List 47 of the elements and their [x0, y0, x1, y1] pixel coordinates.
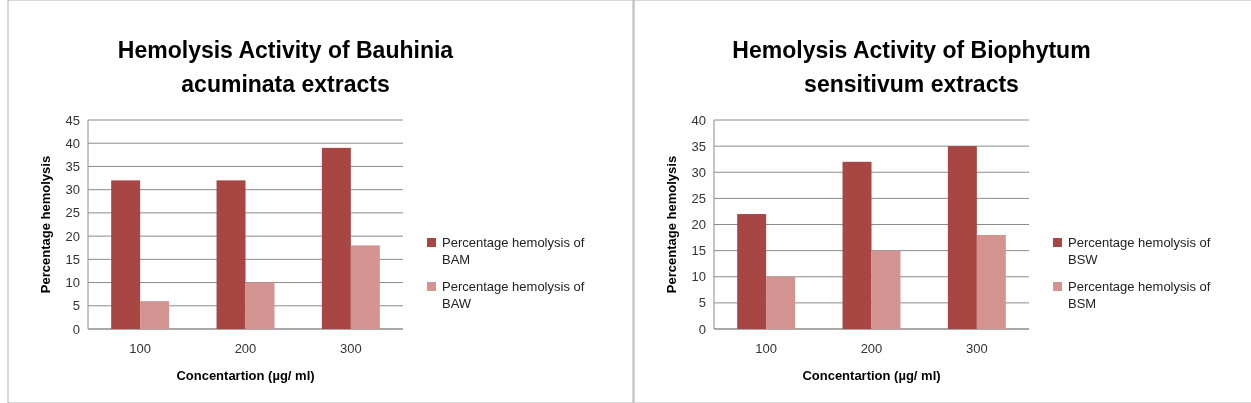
y-tick-label: 20 [691, 217, 706, 233]
y-tick-label: 10 [65, 275, 80, 291]
chart-title: Hemolysis Activity of Biophytum sensitivum extracts [732, 37, 1091, 97]
y-tick-label: 15 [691, 243, 706, 259]
x-axis-title: Concentartion (µg/ ml) [802, 368, 941, 383]
y-tick-label: 0 [72, 321, 80, 337]
legend-label: Percentage hemolysis of BSM [1068, 279, 1211, 311]
bar [245, 282, 275, 329]
y-axis-title: Percentage hemolysis [664, 155, 679, 294]
y-tick-label: 45 [65, 112, 80, 128]
x-tick-label: 300 [966, 341, 988, 356]
y-tick-label: 30 [65, 182, 80, 198]
bar [140, 301, 170, 329]
y-tick-label: 15 [65, 251, 80, 267]
bar [976, 234, 1006, 329]
chart-title: Hemolysis Activity of Bauhinia acuminata extracts [117, 37, 454, 97]
legend-label: Percentage hemolysis of BAW [442, 279, 585, 311]
y-tick-label: 20 [65, 228, 80, 244]
bar [350, 245, 380, 329]
y-tick-label: 30 [691, 164, 706, 180]
y-tick-label: 40 [65, 135, 80, 151]
y-tick-label: 25 [691, 190, 706, 206]
x-tick-label: 200 [860, 341, 883, 356]
legend-label: Percentage hemolysis of BSW [1068, 235, 1211, 267]
y-tick-label: 0 [698, 321, 706, 337]
y-axis-title: Percentage hemolysis [38, 155, 53, 294]
bar [111, 180, 141, 329]
y-tick-label: 10 [691, 269, 706, 285]
legend-label: Percentage hemolysis of BAM [442, 235, 585, 267]
y-tick-label: 35 [691, 138, 706, 154]
bar [216, 180, 246, 329]
bar [871, 250, 901, 329]
x-tick-label: 200 [234, 341, 257, 356]
y-tick-label: 25 [65, 205, 80, 221]
x-tick-label: 100 [129, 341, 151, 356]
bar [842, 161, 872, 329]
x-tick-label: 100 [755, 341, 777, 356]
y-tick-label: 5 [72, 298, 80, 314]
bar [737, 214, 767, 329]
x-tick-label: 300 [340, 341, 362, 356]
bar [947, 146, 977, 329]
y-tick-label: 35 [65, 158, 80, 174]
bar [766, 276, 796, 329]
y-tick-label: 5 [698, 295, 706, 311]
x-axis-title: Concentartion (µg/ ml) [176, 368, 315, 383]
y-tick-label: 40 [691, 112, 706, 128]
bar [321, 147, 351, 329]
